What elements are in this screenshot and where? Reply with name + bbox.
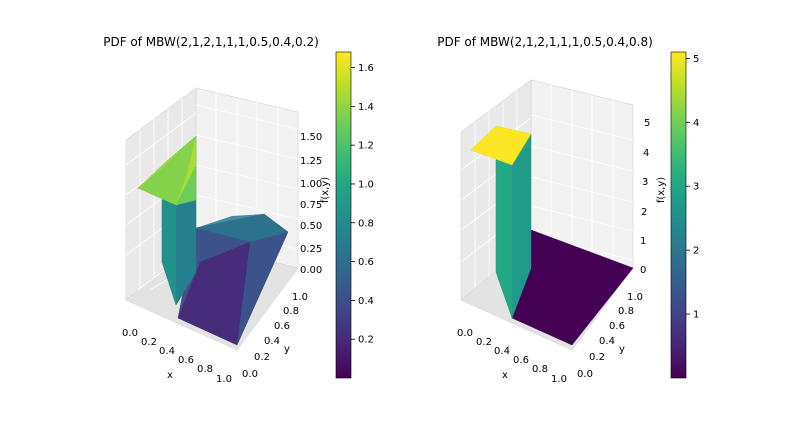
left-chart: PDF of MBW(2,1,2,1,1,1,0.5,0.4,0.2)	[103, 35, 374, 385]
right-z-axis-label: f(x,y)	[656, 177, 667, 203]
left-y-tick: 0.6	[274, 321, 290, 332]
colorbar-tick-label: 0.8	[358, 218, 374, 229]
left-x-tick: 0.4	[159, 346, 175, 357]
left-z-tick: 0.75	[300, 200, 322, 211]
left-x-tick: 0.0	[122, 328, 138, 339]
colorbar-tick-label: 1.0	[358, 179, 374, 190]
left-z-tick: 0.25	[300, 244, 322, 255]
colorbar-tick-label: 1.2	[358, 141, 374, 152]
colorbar-tick-label: 0.2	[358, 335, 374, 346]
left-surface	[137, 135, 289, 346]
right-y-tick: 0.2	[589, 352, 605, 363]
right-surface-wall-shade	[512, 134, 531, 318]
right-surface	[470, 125, 634, 346]
colorbar-tick-label: 1.6	[358, 63, 374, 74]
colorbar-tick-label: 0.6	[358, 257, 374, 268]
right-y-tick: 0.0	[577, 369, 593, 380]
left-x-tick: 0.6	[178, 355, 194, 366]
right-z-tick: 2	[641, 207, 647, 218]
left-colorbar-ticks: 0.2 0.4 0.6 0.8 1.0 1.2 1.4 1.6	[351, 63, 374, 346]
right-x-tick: 0.2	[476, 337, 492, 348]
right-y-tick: 0.4	[599, 336, 615, 347]
right-chart-title: PDF of MBW(2,1,2,1,1,1,0.5,0.4,0.8)	[437, 35, 653, 49]
right-y-axis: 0.0 0.2 0.4 0.6 0.8 1.0 y	[577, 292, 643, 380]
left-y-tick: 1.0	[292, 292, 308, 303]
left-surface-low-front	[176, 165, 196, 205]
colorbar-tick-label: 1.4	[358, 102, 374, 113]
right-z-tick: 4	[643, 148, 649, 159]
right-x-tick: 0.8	[532, 364, 548, 375]
left-z-tick: 1.50	[300, 132, 322, 143]
left-y-tick: 0.0	[242, 369, 258, 380]
right-z-tick: 1	[640, 236, 646, 247]
left-y-axis: 0.0 0.2 0.4 0.6 0.8 1.0 y	[242, 292, 308, 380]
left-x-tick: 0.2	[141, 337, 157, 348]
colorbar-tick-label: 5	[693, 54, 699, 65]
right-z-axis: 5 4 3 2 1 0 f(x,y)	[640, 118, 667, 276]
left-x-axis: 0.0 0.2 0.4 0.6 0.8 1.0 x	[122, 328, 232, 385]
right-y-tick: 0.8	[618, 306, 634, 317]
right-z-tick: 5	[644, 118, 650, 129]
left-x-tick: 1.0	[216, 374, 232, 385]
left-z-tick: 1.25	[300, 156, 322, 167]
left-surface-low-top	[138, 136, 196, 205]
colorbar-tick-label: 1	[693, 310, 699, 321]
right-z-tick: 0	[640, 265, 646, 276]
left-colorbar-bar	[335, 51, 352, 379]
colorbar-tick-label: 4	[693, 118, 699, 129]
right-y-tick: 1.0	[627, 292, 643, 303]
left-y-tick: 0.8	[283, 306, 299, 317]
left-x-tick: 0.8	[197, 364, 213, 375]
right-x-tick: 1.0	[551, 374, 567, 385]
colorbar-tick-label: 0.4	[358, 296, 374, 307]
left-chart-title: PDF of MBW(2,1,2,1,1,1,0.5,0.4,0.2)	[103, 35, 319, 49]
right-colorbar: 1 2 3 4 5	[670, 51, 699, 379]
right-x-tick: 0.6	[513, 355, 529, 366]
left-colorbar: 0.2 0.4 0.6 0.8 1.0 1.2 1.4 1.6	[335, 51, 374, 379]
right-x-axis-label: x	[502, 370, 508, 381]
right-z-tick: 3	[642, 177, 648, 188]
left-y-axis-label: y	[284, 344, 290, 355]
left-z-tick: 0.50	[300, 221, 322, 232]
right-surface-low-region	[470, 125, 532, 166]
left-z-axis-label: f(x,y)	[320, 177, 331, 203]
right-y-tick: 0.6	[609, 321, 625, 332]
colorbar-tick-label: 2	[693, 246, 699, 257]
left-x-axis-label: x	[167, 370, 173, 381]
right-x-tick: 0.4	[494, 346, 510, 357]
left-surface-high-front	[178, 242, 250, 345]
left-z-tick: 0.00	[300, 265, 322, 276]
left-y-tick: 0.2	[254, 352, 270, 363]
colorbar-tick-label: 3	[693, 182, 699, 193]
left-z-axis: 1.50 1.25 1.00 0.75 0.50 0.25 0.00 f(x,y…	[300, 132, 331, 276]
right-chart: PDF of MBW(2,1,2,1,1,1,0.5,0.4,0.8)	[437, 35, 699, 385]
right-x-tick: 0.0	[457, 328, 473, 339]
right-colorbar-bar	[670, 51, 687, 379]
right-colorbar-ticks: 1 2 3 4 5	[686, 54, 699, 321]
left-surface-high-top	[196, 214, 288, 242]
left-z-tick: 1.00	[300, 179, 322, 190]
left-y-tick: 0.4	[264, 336, 280, 347]
right-y-axis-label: y	[619, 344, 625, 355]
right-x-axis: 0.0 0.2 0.4 0.6 0.8 1.0 x	[457, 328, 567, 385]
